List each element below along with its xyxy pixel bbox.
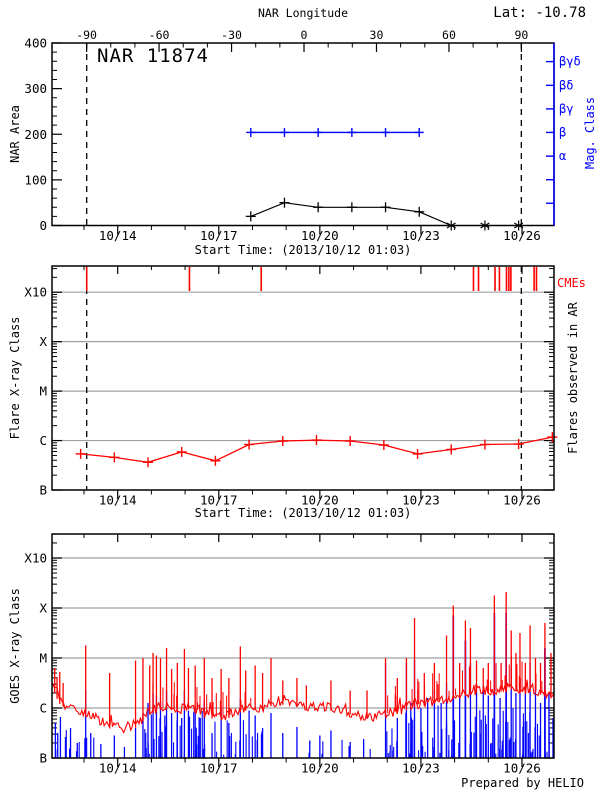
top-axis-title: NAR Longitude (257, 6, 348, 20)
lon-tick-label: -30 (221, 28, 242, 42)
x-tick-label: 10/20 (301, 493, 339, 508)
mag-class-tick-label: βγ (559, 102, 573, 116)
y-tick-label: 0 (39, 218, 47, 233)
lon-tick-label: -60 (149, 28, 170, 42)
goes-class-axis-label: GOES X-ray Class (8, 588, 22, 704)
y-tick-label: X10 (24, 285, 47, 300)
lon-tick-label: 90 (514, 28, 528, 42)
lon-tick-label: 60 (442, 28, 456, 42)
lon-tick-label: 30 (370, 28, 384, 42)
x-tick-label: 10/17 (200, 493, 238, 508)
mag-class-axis-label: Mag. Class (583, 96, 597, 170)
mag-class-tick-label: β (559, 125, 566, 139)
start-time-label-panel1: Start Time: (2013/10/12 01:03) (194, 243, 412, 257)
x-tick-label: 10/14 (99, 228, 137, 243)
x-tick-label: 10/26 (503, 761, 541, 776)
y-tick-label: X10 (24, 551, 47, 566)
goes-long-channel-series (51, 679, 554, 735)
x-tick-label: 10/26 (503, 493, 541, 508)
panel3-frame (51, 533, 555, 759)
lon-tick-label: 0 (301, 28, 308, 42)
x-tick-label: 10/26 (503, 228, 541, 243)
x-tick-label: 10/14 (99, 493, 137, 508)
flare-class-axis-label: Flare X-ray Class (8, 316, 22, 440)
y-tick-label: M (39, 651, 47, 666)
y-tick-label: X (39, 601, 47, 616)
panel2-frame (51, 265, 555, 491)
mag-class-tick-label: α (559, 149, 566, 163)
y-tick-label: 400 (24, 36, 47, 51)
x-tick-label: 10/23 (402, 493, 440, 508)
panel1-frame (51, 42, 555, 227)
cmes-label: CMEs (557, 276, 586, 290)
y-tick-label: C (39, 433, 47, 448)
y-tick-label: 300 (24, 81, 47, 96)
credit-label: Prepared by HELIO (461, 776, 584, 790)
start-time-label-panel2: Start Time: (2013/10/12 01:03) (194, 506, 412, 520)
x-tick-label: 10/20 (301, 761, 339, 776)
x-tick-label: 10/14 (99, 761, 137, 776)
flares-observed-label: Flares observed in AR (566, 302, 580, 454)
x-tick-label: 10/17 (200, 228, 238, 243)
latitude-label: Lat: -10.78 (493, 5, 586, 21)
nar-area-series (250, 202, 420, 217)
mag-class-tick-label: βγδ (559, 55, 581, 69)
lon-tick-label: -90 (76, 28, 97, 42)
y-tick-label: C (39, 701, 47, 716)
x-tick-label: 10/17 (200, 761, 238, 776)
y-tick-label: M (39, 384, 47, 399)
nar-area-series (418, 211, 452, 227)
mag-class-tick-label: βδ (559, 78, 573, 92)
y-tick-label: X (39, 334, 47, 349)
x-tick-label: 10/23 (402, 228, 440, 243)
y-tick-label: B (39, 483, 47, 498)
y-tick-label: B (39, 751, 47, 766)
nar-area-axis-label: NAR Area (8, 105, 22, 163)
y-tick-label: 200 (24, 127, 47, 142)
y-tick-label: 100 (24, 172, 47, 187)
active-region-title: NAR 11874 (97, 45, 209, 67)
x-tick-label: 10/20 (301, 228, 339, 243)
x-tick-label: 10/23 (402, 761, 440, 776)
